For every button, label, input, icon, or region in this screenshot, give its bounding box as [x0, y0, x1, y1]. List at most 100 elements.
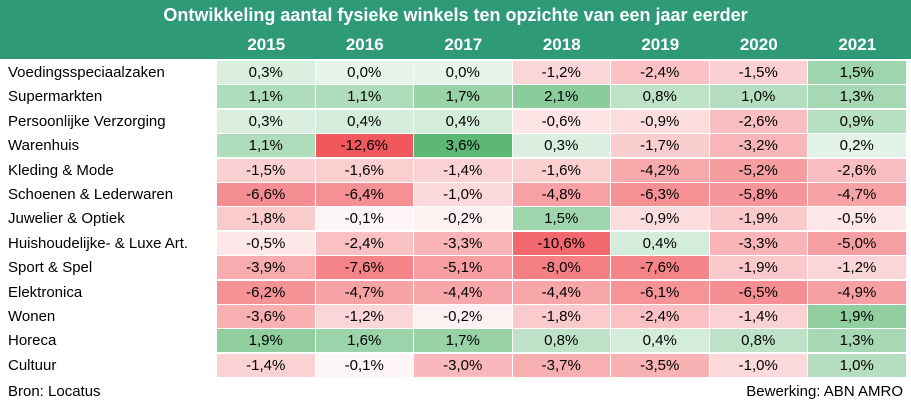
heatmap-cell: -3,3%	[709, 231, 807, 255]
heatmap-cell: 0,8%	[611, 85, 709, 109]
heatmap-cell: 1,7%	[414, 85, 512, 109]
row-label: Juwelier & Optiek	[8, 210, 125, 228]
heatmap-cell: -6,2%	[217, 280, 315, 304]
heatmap-cell: 0,8%	[709, 329, 807, 353]
heatmap-cell: 1,1%	[217, 85, 315, 109]
heatmap-cell: 0,0%	[414, 61, 512, 84]
heatmap-cell: 1,7%	[414, 329, 512, 353]
heatmap-cell: -4,4%	[414, 280, 512, 304]
heatmap-cell: 1,9%	[217, 329, 315, 353]
heatmap-cell: -8,0%	[512, 256, 610, 280]
heatmap-cell: -1,5%	[217, 158, 315, 182]
heatmap-cell: -1,4%	[414, 158, 512, 182]
heatmap-cell: 1,5%	[808, 61, 906, 84]
row-label: Huishoudelijke- & Luxe Art.	[8, 234, 189, 252]
heatmap-cell: 1,1%	[217, 134, 315, 158]
header-band: Ontwikkeling aantal fysieke winkels ten …	[0, 0, 911, 59]
heatmap-cell: -7,6%	[611, 256, 709, 280]
heatmap-cell: -0,6%	[512, 109, 610, 133]
heatmap-cell: -1,8%	[217, 207, 315, 231]
heatmap-cell: -5,0%	[808, 231, 906, 255]
heatmap-cell: -4,7%	[808, 183, 906, 206]
row-label: Kleding & Mode	[8, 161, 114, 179]
heatmap-cell: -1,0%	[709, 353, 807, 377]
heatmap-cell: 0,9%	[808, 109, 906, 133]
year-header: 2015	[247, 35, 286, 54]
year-header: 2018	[542, 35, 581, 54]
row-label: Schoenen & Lederwaren	[8, 186, 174, 203]
heatmap-cell: -10,6%	[512, 231, 610, 255]
row-label: Sport & Spel	[8, 259, 93, 277]
heatmap-cell: 0,4%	[611, 329, 709, 353]
heatmap-cell: -3,3%	[414, 231, 512, 255]
heatmap-cell: -4,7%	[315, 280, 413, 304]
heatmap-cell: 0,3%	[512, 134, 610, 158]
row-label: Persoonlijke Verzorging	[8, 112, 166, 130]
year-header: 2020	[739, 35, 778, 54]
heatmap-cell: -6,1%	[611, 280, 709, 304]
heatmap-cell: -1,8%	[512, 305, 610, 328]
heatmap-cell: -1,2%	[808, 256, 906, 280]
year-header: 2021	[838, 35, 877, 54]
credit-note: Bewerking: ABN AMRO	[746, 383, 903, 400]
row-label: Wonen	[8, 308, 56, 325]
heatmap-cell: -3,0%	[414, 353, 512, 377]
heatmap-cell: -5,1%	[414, 256, 512, 280]
heatmap-cell: -0,9%	[611, 109, 709, 133]
heatmap-cell: 0,2%	[808, 134, 906, 158]
heatmap-cell: -3,6%	[217, 305, 315, 328]
heatmap-cell: -1,9%	[709, 256, 807, 280]
heatmap-cell: -4,4%	[512, 280, 610, 304]
row-label: Cultuur	[8, 356, 57, 374]
heatmap-cell: 1,9%	[808, 305, 906, 328]
heatmap-cell: -3,9%	[217, 256, 315, 280]
heatmap-cell: 1,3%	[808, 329, 906, 353]
heatmap-cell: -2,6%	[808, 158, 906, 182]
row-label: Voedingsspeciaalzaken	[8, 64, 165, 81]
heatmap-cell: -2,4%	[611, 61, 709, 84]
heatmap-cell: 0,3%	[217, 61, 315, 84]
heatmap-cell: -0,9%	[611, 207, 709, 231]
heatmap-cell: -6,4%	[315, 183, 413, 206]
heatmap-cell: -0,5%	[217, 231, 315, 255]
row-label: Horeca	[8, 332, 57, 350]
heatmap-cell: 0,8%	[512, 329, 610, 353]
heatmap-cell: 0,4%	[611, 231, 709, 255]
heatmap-cell: -1,0%	[414, 183, 512, 206]
row-label: Elektronica	[8, 283, 83, 301]
heatmap-cell: 1,6%	[315, 329, 413, 353]
heatmap-cell: -6,6%	[217, 183, 315, 206]
heatmap-cell: -1,4%	[709, 305, 807, 328]
heatmap-cell: 2,1%	[512, 85, 610, 109]
heatmap-cell: 1,5%	[512, 207, 610, 231]
heatmap-cell: -0,1%	[315, 353, 413, 377]
row-label: Warenhuis	[8, 137, 80, 155]
row-label: Supermarkten	[8, 88, 103, 106]
heatmap-cell: 3,6%	[414, 134, 512, 158]
heatmap-cell: 0,3%	[217, 109, 315, 133]
chart-title: Ontwikkeling aantal fysieke winkels ten …	[163, 5, 748, 25]
heatmap-cell: -1,7%	[611, 134, 709, 158]
heatmap-cell: 0,4%	[414, 109, 512, 133]
heatmap-cell: 1,0%	[709, 85, 807, 109]
heatmap-cell: -1,9%	[709, 207, 807, 231]
heatmap-cell: -3,5%	[611, 353, 709, 377]
heatmap-cell: 1,3%	[808, 85, 906, 109]
heatmap-cell: -0,2%	[414, 305, 512, 328]
heatmap-cell: -12,6%	[315, 134, 413, 158]
heatmap-cell: -2,4%	[315, 231, 413, 255]
heatmap-cell: -4,8%	[512, 183, 610, 206]
heatmap-cell: -1,2%	[512, 61, 610, 84]
year-header: 2017	[444, 35, 483, 54]
heatmap-cell: -1,2%	[315, 305, 413, 328]
source-note: Bron: Locatus	[8, 383, 101, 400]
heatmap-cell: -6,3%	[611, 183, 709, 206]
heatmap-cell: -5,2%	[709, 158, 807, 182]
heatmap-cell: 1,0%	[808, 353, 906, 377]
heatmap-cell: -6,5%	[709, 280, 807, 304]
heatmap-cell: -2,4%	[611, 305, 709, 328]
heatmap-cell: 0,0%	[315, 61, 413, 84]
heatmap-cell: -0,2%	[414, 207, 512, 231]
heatmap-cell: -0,1%	[315, 207, 413, 231]
